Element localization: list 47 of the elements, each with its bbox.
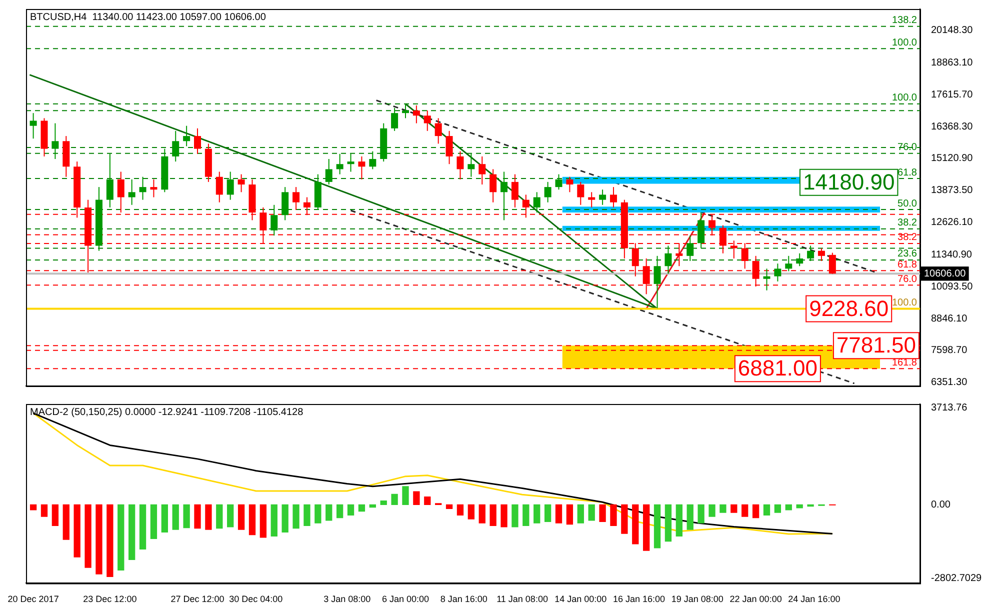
annotation: 14180.90 (802, 169, 895, 194)
y-tick-label: 16368.30 (931, 121, 974, 132)
annotation: 23.6 (898, 248, 918, 260)
y-tick-label: 3713.76 (931, 402, 968, 414)
annotation: 76.0 (898, 142, 918, 154)
x-tick-label: 16 Jan 16:00 (613, 594, 666, 604)
y-tick-label: 10093.50 (931, 281, 974, 292)
x-tick-label: 20 Dec 2017 (8, 594, 59, 604)
x-tick-label: 27 Dec 12:00 (170, 594, 224, 604)
y-tick-label: 12626.10 (931, 216, 974, 228)
y-tick-label: 8846.10 (931, 313, 968, 324)
annotation: 38.2 (898, 218, 918, 229)
x-tick-label: 14 Jan 00:00 (554, 594, 607, 604)
x-tick-label: 30 Dec 04:00 (229, 594, 283, 604)
annotation: 6881.00 (738, 356, 818, 381)
annotation: 100.0 (892, 37, 918, 48)
x-tick-label: 8 Jan 16:00 (440, 594, 488, 604)
x-tick-label: 19 Jan 08:00 (671, 594, 724, 604)
x-tick-label: 3 Jan 08:00 (324, 594, 371, 604)
chart-title: MACD-2 (50,150,25) 0.0000 -12.9241 -1109.7208 -1105.4128 (30, 406, 304, 418)
x-tick-label: 23 Dec 12:00 (83, 594, 137, 604)
ref-line-label: 10606.00 (924, 268, 966, 280)
y-tick-label: 11340.90 (931, 250, 972, 261)
y-tick-label: 20148.30 (931, 24, 974, 36)
annotation: 38.2 (898, 232, 918, 244)
annotation: 61.8 (898, 167, 918, 178)
y-tick-label: 6351.30 (931, 376, 968, 388)
annotation: 50.0 (898, 198, 918, 210)
annotation: 100.0 (892, 298, 918, 308)
x-tick-label: 22 Jan 00:00 (730, 594, 782, 604)
annotation: 138.2 (892, 15, 918, 26)
y-tick-label: 0.00 (931, 499, 951, 510)
y-tick-label: 7598.70 (931, 345, 968, 356)
y-tick-label: 15120.90 (931, 153, 974, 164)
y-tick-label: 18863.10 (931, 58, 974, 69)
x-tick-label: 6 Jan 00:00 (382, 594, 430, 604)
y-tick-label: 17615.70 (931, 90, 974, 101)
annotation: 9228.60 (809, 296, 889, 321)
y-tick-label: -2802.7029 (931, 572, 982, 584)
annotation: 100.0 (892, 92, 918, 104)
annotation: 61.8 (898, 259, 918, 270)
y-tick-label: 13873.50 (931, 185, 974, 196)
chart-title: BTCUSD,H4 11340.00 11423.00 10597.00 10606.00 (30, 12, 266, 23)
annotation: 7781.50 (836, 332, 916, 358)
annotation: 76.0 (898, 274, 918, 285)
x-tick-label: 11 Jan 08:00 (496, 594, 548, 604)
x-tick-label: 24 Jan 16:00 (788, 594, 840, 604)
